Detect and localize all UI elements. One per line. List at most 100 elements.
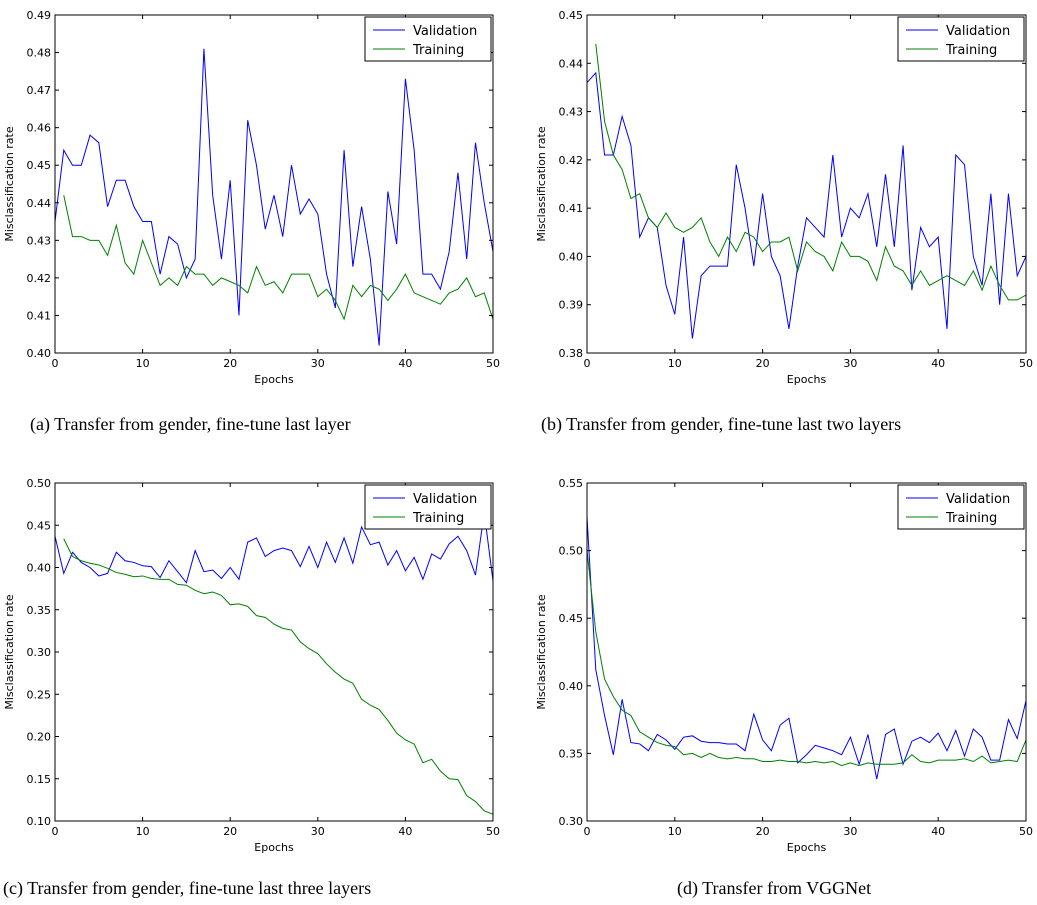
x-tick-label: 40	[398, 357, 412, 370]
chart-b: 0 10 20 30 40 50 0.38 0.39 0.40 0.41 0.42 0.43 0.44 0…	[535, 9, 1033, 386]
y-tick-label: 0.42	[27, 272, 52, 285]
x-tick-label: 20	[756, 357, 770, 370]
x-axis-label: Epochs	[787, 373, 827, 386]
y-tick-label: 0.48	[27, 47, 52, 60]
x-tick-label: 30	[843, 357, 857, 370]
series-line-training	[595, 43, 1026, 301]
x-tick-label: 50	[1019, 357, 1033, 370]
x-tick-label: 10	[136, 357, 150, 370]
legend-box	[897, 484, 1025, 530]
caption-a: (a) Transfer from gender, fine-tune last…	[30, 414, 351, 434]
series-line-training	[587, 550, 1026, 767]
x-tick-label: 20	[756, 825, 770, 838]
y-tick-label: 0.47	[27, 84, 52, 97]
legend-label-validation: Validation	[946, 24, 1010, 39]
y-tick-label: 0.15	[27, 773, 52, 786]
x-tick-label: 40	[931, 357, 945, 370]
y-tick-label: 0.46	[27, 122, 52, 135]
x-tick-label: 20	[223, 825, 237, 838]
x-tick-label: 30	[311, 357, 325, 370]
x-tick-label: 0	[584, 825, 591, 838]
caption-b: (b) Transfer from gender, fine-tune last…	[541, 414, 902, 434]
legend-label-training: Training	[412, 43, 464, 58]
y-tick-label: 0.45	[559, 9, 584, 22]
x-tick-label: 0	[52, 825, 59, 838]
x-tick-label: 10	[136, 825, 150, 838]
y-tick-label: 0.10	[27, 815, 52, 828]
y-tick-label: 0.42	[559, 154, 584, 167]
caption-d: (d) Transfer from VGGNet	[677, 878, 872, 898]
series-line-validation	[55, 48, 493, 346]
x-tick-label: 50	[1019, 825, 1033, 838]
plot-frame	[54, 14, 494, 354]
y-tick-label: 0.43	[559, 106, 584, 119]
caption-c: (c) Transfer from gender, fine-tune last…	[3, 878, 372, 898]
y-tick-label: 0.38	[559, 347, 584, 360]
chart-panel-b: 0 10 20 30 40 50 0.38 0.39 0.40 0.41 0.42 0.43 0.44 0…	[530, 0, 1037, 445]
legend-label-validation: Validation	[413, 24, 477, 39]
chart-panel-a: 0 10 20 30 40 50 0.40 0.41 0.42 0.43 0.44 0.45 0.46 0…	[0, 0, 518, 445]
x-tick-label: 10	[668, 825, 682, 838]
x-tick-label: 0	[52, 357, 59, 370]
plot-frame	[54, 482, 494, 822]
legend-box	[897, 16, 1025, 62]
legend-label-validation: Validation	[946, 492, 1010, 507]
x-tick-label: 30	[843, 825, 857, 838]
y-tick-label: 0.30	[559, 815, 584, 828]
series-line-training	[63, 195, 493, 321]
y-axis-label: Misclassification rate	[3, 594, 16, 710]
y-tick-label: 0.39	[559, 299, 584, 312]
series-line-validation	[587, 516, 1026, 780]
x-tick-label: 50	[486, 357, 500, 370]
series-line-validation	[55, 512, 493, 584]
x-axis-label: Epochs	[254, 373, 294, 386]
x-tick-label: 20	[223, 357, 237, 370]
y-tick-label: 0.44	[559, 57, 584, 70]
series-line-validation	[587, 71, 1026, 339]
y-tick-label: 0.45	[27, 159, 52, 172]
plot-frame	[586, 14, 1027, 354]
x-axis-label: Epochs	[787, 841, 827, 854]
y-axis-label: Misclassification rate	[535, 594, 548, 710]
y-tick-label: 0.40	[27, 562, 52, 575]
legend-label-training: Training	[945, 43, 997, 58]
legend-box	[364, 484, 492, 530]
y-tick-label: 0.25	[27, 688, 52, 701]
y-tick-label: 0.45	[559, 612, 584, 625]
x-tick-label: 40	[398, 825, 412, 838]
plot-frame	[586, 482, 1027, 822]
y-tick-label: 0.50	[27, 477, 52, 490]
legend-label-training: Training	[945, 511, 997, 526]
y-tick-label: 0.41	[27, 309, 52, 322]
y-tick-label: 0.35	[559, 747, 584, 760]
x-axis-label: Epochs	[254, 841, 294, 854]
chart-d: 0 10 20 30 40 50 0.30 0.35 0.40 0.45 0.50 0.55 Epoch…	[535, 477, 1033, 854]
x-tick-label: 30	[311, 825, 325, 838]
x-tick-label: 50	[486, 825, 500, 838]
legend-label-validation: Validation	[413, 492, 477, 507]
y-tick-label: 0.44	[27, 197, 52, 210]
chart-panel-c: 0 10 20 30 40 50 0.10 0.15 0.20 0.25 0.30 0.35 0.40 0…	[0, 468, 518, 905]
y-tick-label: 0.40	[559, 250, 584, 263]
y-tick-label: 0.35	[27, 604, 52, 617]
y-tick-label: 0.30	[27, 646, 52, 659]
chart-a: 0 10 20 30 40 50 0.40 0.41 0.42 0.43 0.44 0.45 0.46 0…	[3, 9, 500, 386]
y-tick-label: 0.43	[27, 234, 52, 247]
y-tick-label: 0.50	[559, 545, 584, 558]
y-axis-label: Misclassification rate	[3, 126, 16, 242]
legend-box	[364, 16, 492, 62]
series-line-training	[63, 538, 493, 815]
y-tick-label: 0.40	[559, 680, 584, 693]
y-tick-label: 0.41	[559, 202, 584, 215]
x-tick-label: 10	[668, 357, 682, 370]
y-axis-label: Misclassification rate	[535, 126, 548, 242]
y-tick-label: 0.49	[27, 9, 52, 22]
chart-c: 0 10 20 30 40 50 0.10 0.15 0.20 0.25 0.30 0.35 0.40 0…	[3, 477, 500, 854]
y-tick-label: 0.45	[27, 519, 52, 532]
x-tick-label: 0	[584, 357, 591, 370]
y-tick-label: 0.20	[27, 731, 52, 744]
x-tick-label: 40	[931, 825, 945, 838]
y-tick-label: 0.55	[559, 477, 584, 490]
legend-label-training: Training	[412, 511, 464, 526]
chart-panel-d: 0 10 20 30 40 50 0.30 0.35 0.40 0.45 0.50 0.55 Epoch…	[530, 468, 1037, 905]
